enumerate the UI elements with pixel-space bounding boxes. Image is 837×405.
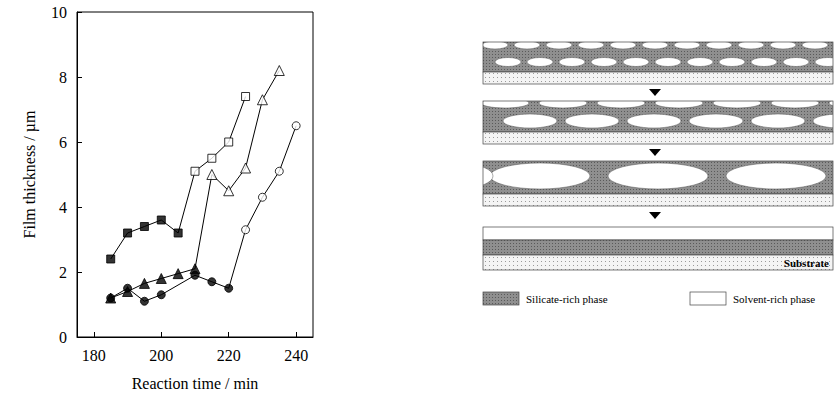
svg-text:Silicate-rich phase: Silicate-rich phase [526, 293, 608, 305]
svg-text:180: 180 [82, 347, 106, 364]
svg-text:2: 2 [59, 264, 67, 281]
svg-text:6: 6 [59, 134, 67, 151]
svg-text:4: 4 [59, 199, 67, 216]
svg-text:200: 200 [149, 347, 173, 364]
svg-text:0: 0 [59, 329, 67, 346]
svg-text:Reaction time / min: Reaction time / min [132, 375, 259, 392]
svg-text:Solvent-rich phase: Solvent-rich phase [733, 293, 815, 305]
svg-text:10: 10 [51, 4, 67, 21]
svg-text:240: 240 [284, 347, 308, 364]
svg-text:Substrate: Substrate [784, 257, 829, 269]
svg-text:220: 220 [217, 347, 241, 364]
svg-text:8: 8 [59, 69, 67, 86]
svg-text:Film thickness / µm: Film thickness / µm [21, 110, 39, 238]
